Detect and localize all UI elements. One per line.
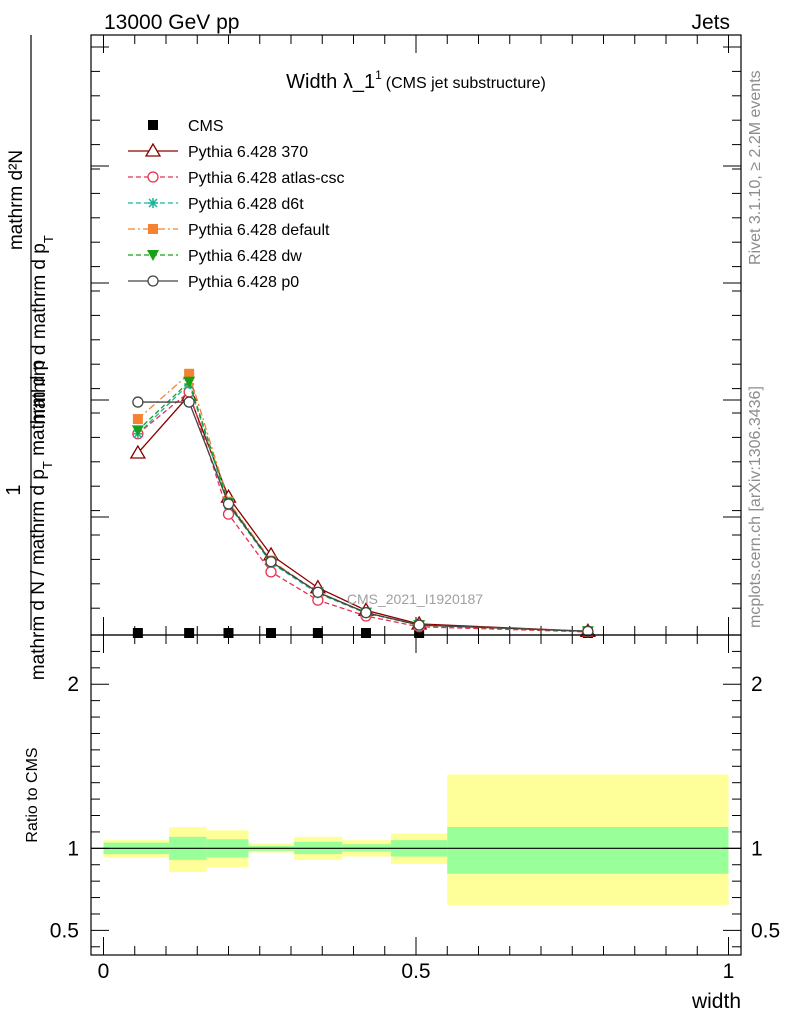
legend-label: Pythia 6.428 p0	[188, 274, 299, 291]
series-line	[137, 401, 588, 632]
legend-marker	[147, 250, 159, 261]
x-axis-label: width	[691, 990, 741, 1013]
legend-label: Pythia 6.428 370	[188, 144, 308, 161]
ratio-plot: 0.5 0.5 1 1 2 2 0 0.5 1 Ratio to CMS	[24, 634, 780, 983]
rivet-label: Rivet 3.1.10, ≥ 2.2M events	[747, 70, 764, 265]
data-point	[413, 619, 425, 631]
main-title-sub: (CMS jet substructure)	[386, 75, 546, 92]
legend-label: Pythia 6.428 d6t	[188, 196, 304, 213]
data-point	[223, 628, 234, 638]
legend: CMS Pythia 6.428 370 Pythia 6.428 atlas-cs…	[128, 118, 345, 291]
series-pythia-6-428-p0	[132, 396, 594, 637]
data-point	[222, 508, 235, 520]
ratio-ytick-label-right: 2	[751, 673, 763, 696]
data-point	[361, 628, 371, 638]
ratio-ylabel: Ratio to CMS	[24, 747, 41, 842]
legend-marker	[148, 120, 158, 130]
series-line	[137, 382, 588, 632]
ratio-ytick-label-left: 2	[67, 673, 79, 696]
ylabel-upper-text: mathrm d	[29, 345, 50, 425]
ratio-ytick-label-left: 1	[67, 837, 79, 860]
ylabel-denominator-sub: T	[40, 461, 55, 469]
watermark: CMS_2021_I1920187	[347, 591, 483, 607]
ylabel-numerator-note: mathrm d²N	[6, 150, 27, 250]
data-point	[183, 396, 195, 408]
data-point	[265, 566, 277, 578]
ylabel-denominator: mathrm d N / mathrm d pT mathrm d p	[28, 360, 55, 681]
x-tick-label: 0.5	[401, 960, 430, 983]
legend-entry: Pythia 6.428 370	[128, 142, 308, 161]
data-point	[266, 628, 276, 638]
main-title-sup: 1	[375, 68, 382, 82]
header-right: Jets	[691, 11, 730, 34]
ylabel-numerator: 1	[3, 484, 25, 495]
legend-label: Pythia 6.428 atlas-csc	[188, 170, 345, 187]
data-point	[222, 498, 235, 510]
main-ylabel: mathrm d mathrm d pT mathrm d²N 1 mathrm…	[3, 35, 56, 680]
legend-entry: CMS	[148, 118, 224, 135]
data-point	[184, 628, 195, 638]
ylabel-denominator-text: mathrm d N / mathrm d p	[28, 469, 49, 680]
series-line	[137, 390, 588, 633]
legend-marker	[144, 142, 162, 157]
legend-entry: Pythia 6.428 p0	[128, 274, 299, 291]
legend-label: CMS	[188, 118, 224, 135]
ylabel-upper-fraction: mathrm d mathrm d pT	[29, 235, 56, 425]
legend-marker	[148, 198, 158, 208]
data-point	[312, 586, 324, 598]
main-title-text: Width λ_1	[286, 71, 375, 93]
header-left: 13000 GeV pp	[104, 11, 239, 34]
ratio-stat-band	[447, 827, 729, 874]
ratio-ytick-label-left: 0.5	[50, 919, 79, 942]
data-point	[265, 556, 277, 568]
main-ticks	[91, 35, 741, 635]
data-point	[132, 414, 143, 425]
legend-entry: Pythia 6.428 dw	[128, 248, 302, 265]
ratio-ticks: 0.5 0.5 1 1 2 2 0 0.5 1	[50, 635, 780, 983]
ylabel-denominator-tail: mathrm d p	[28, 360, 49, 461]
data-point	[360, 606, 372, 619]
data-point	[129, 444, 147, 459]
legend-label: Pythia 6.428 default	[188, 222, 330, 239]
legend-entry: Pythia 6.428 atlas-csc	[128, 170, 345, 187]
main-plot: Width λ_11 (CMS jet substructure) CMS Pyth…	[90, 34, 742, 638]
series-layer	[129, 368, 597, 638]
data-point	[131, 425, 144, 437]
legend-entry: Pythia 6.428 default	[128, 222, 330, 239]
data-point	[184, 368, 195, 379]
legend-marker	[148, 224, 158, 234]
data-point	[183, 376, 196, 388]
data-point	[414, 628, 425, 638]
ylabel-upper-sub: T	[41, 235, 56, 243]
legend-label: Pythia 6.428 dw	[188, 248, 302, 265]
legend-marker	[147, 171, 159, 183]
ratio-ytick-label-right: 0.5	[751, 919, 780, 942]
data-point	[132, 628, 143, 638]
legend-entry: Pythia 6.428 d6t	[128, 196, 304, 213]
mcplots-label: mcplots.cern.ch [arXiv:1306.3436]	[747, 386, 764, 628]
x-tick-label: 0	[98, 960, 110, 983]
data-point	[582, 625, 594, 637]
ylabel-upper-dp: mathrm d p	[29, 243, 50, 339]
data-point	[132, 396, 144, 408]
main-title: Width λ_11 (CMS jet substructure)	[286, 68, 546, 93]
legend-marker	[147, 275, 159, 287]
ratio-ytick-label-right: 1	[751, 837, 763, 860]
x-tick-label: 1	[723, 960, 735, 983]
ratio-bands	[103, 774, 729, 905]
series-line	[137, 394, 588, 632]
data-point	[312, 628, 323, 638]
